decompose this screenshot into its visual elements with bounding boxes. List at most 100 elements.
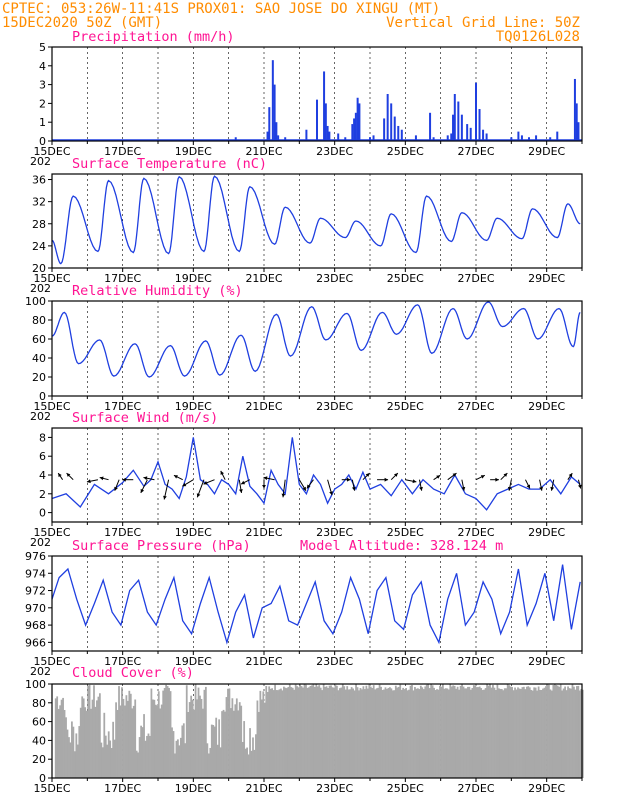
wind-vector-head	[578, 484, 582, 489]
cloud-bar	[312, 684, 315, 778]
cloud-bar	[548, 684, 550, 778]
cloud-bar	[275, 690, 278, 778]
cloud-bar	[502, 690, 505, 778]
cloud-bar	[440, 686, 443, 778]
cloud-bar	[574, 689, 577, 778]
cloud-xtick-label: 15DEC	[33, 782, 70, 795]
cloud-bar	[179, 737, 182, 778]
cloud-bar	[288, 684, 291, 778]
cloud-bar	[425, 684, 428, 778]
cloud-bar	[98, 693, 101, 778]
cloud-bar	[561, 690, 564, 778]
cloud-bar	[156, 705, 159, 778]
cloud-bar	[534, 687, 537, 778]
cloud-bar	[524, 689, 527, 778]
cloud-bar	[62, 697, 64, 778]
cloud-bar	[115, 702, 117, 778]
pressure-title: Surface Pressure (hPa)	[72, 538, 251, 554]
pressure-ytick-label: 974	[25, 567, 46, 580]
cloud-bar	[489, 684, 491, 778]
temp-xtick-label: 25DEC	[387, 272, 424, 285]
cloud-bar	[344, 689, 347, 778]
cloud-bar	[65, 717, 67, 778]
cloud-bar	[430, 684, 433, 778]
cloud-bar	[247, 754, 250, 778]
wind-vector-head	[384, 477, 389, 482]
cloud-panel: 0 20 40 60 80 100 15DEC 17DEC 19DEC 21DEC 23DEC 25D…	[25, 678, 584, 795]
cloud-bar	[193, 709, 195, 778]
wind-vector-head	[262, 485, 266, 489]
cloud-bar	[56, 696, 59, 778]
cloud-bar	[567, 686, 569, 778]
cloud-bar	[506, 684, 509, 778]
pressure-line	[51, 564, 581, 645]
cloud-bar	[520, 688, 522, 778]
cloud-bar	[503, 688, 506, 778]
cloud-bar	[121, 687, 123, 778]
cloud-bar	[244, 748, 247, 778]
precip-bar	[450, 133, 453, 141]
cloud-bar	[154, 704, 157, 778]
cloud-bar	[546, 684, 549, 778]
precip-bar	[305, 129, 308, 141]
cloud-bar	[514, 687, 516, 778]
precip-xtick-label: 15DEC	[33, 145, 70, 158]
cloud-bar	[333, 687, 335, 778]
cloud-bar	[191, 699, 194, 778]
precip-xtick-label: 29DEC	[528, 145, 565, 158]
wind-vector-head	[461, 486, 466, 491]
precip-bar	[337, 133, 340, 141]
precip-bar	[271, 60, 274, 141]
cloud-bar	[277, 690, 279, 778]
cloud-bar	[206, 743, 209, 778]
precip-bar	[383, 118, 386, 141]
cloud-bar	[575, 686, 578, 778]
cloud-bar	[462, 686, 465, 778]
cloud-bar	[368, 684, 371, 778]
cloud-bar	[213, 726, 216, 778]
wind-vector-head	[347, 477, 351, 482]
cloud-bar	[143, 714, 145, 778]
wind-xtick-label: 15DEC	[33, 526, 70, 539]
cloud-bar	[349, 689, 352, 778]
cloud-bar	[531, 690, 534, 778]
cloud-bar	[500, 688, 503, 778]
cloud-bar	[272, 690, 275, 778]
cloud-bar	[103, 712, 106, 778]
cloud-bar	[361, 689, 363, 778]
pressure-year-label: 202	[30, 665, 51, 678]
cloud-bar	[340, 687, 343, 778]
cloud-bar	[537, 686, 540, 778]
cloud-bar	[153, 699, 156, 778]
cloud-bar	[104, 735, 107, 778]
rh-ytick-label: 100	[25, 295, 46, 308]
cloud-bar	[484, 688, 487, 778]
cloud-bar	[378, 684, 381, 778]
cloud-bar	[172, 731, 175, 778]
cloud-bar	[269, 688, 272, 778]
cloud-bar	[177, 739, 179, 778]
cloud-bar	[458, 689, 460, 778]
wind-vector-head	[281, 493, 286, 498]
wind-xtick-label: 27DEC	[457, 526, 494, 539]
cloud-bar	[126, 700, 129, 778]
wind-vector-head	[182, 482, 187, 487]
cloud-bar	[396, 687, 399, 778]
cloud-ytick-label: 40	[32, 734, 46, 747]
precip-bar	[400, 129, 403, 141]
wind-vector-head	[114, 486, 118, 491]
wind-vector-head	[394, 473, 398, 477]
precip-bar	[452, 114, 455, 141]
pressure-xtick-label: 19DEC	[175, 655, 212, 668]
cloud-bar	[452, 685, 455, 778]
cloud-bar	[465, 688, 468, 778]
cloud-bar	[419, 685, 422, 778]
cloud-bar	[187, 712, 190, 778]
pressure-xtick-label: 23DEC	[316, 655, 353, 668]
precip-bar	[517, 131, 520, 141]
cloud-bar	[280, 688, 282, 778]
cloud-bar	[446, 688, 449, 778]
cloud-bar	[545, 686, 547, 778]
precip-bar	[358, 103, 361, 141]
precip-ytick-label: 3	[39, 79, 46, 92]
